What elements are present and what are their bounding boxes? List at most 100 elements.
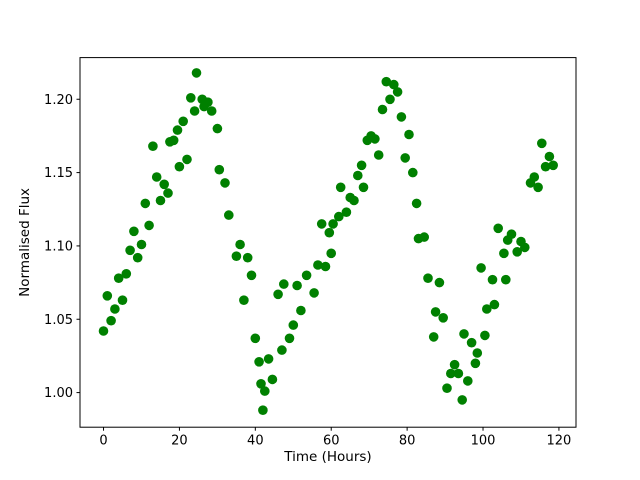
data-point	[540, 161, 551, 172]
data-point	[250, 333, 261, 344]
x-tick-label: 80	[399, 434, 416, 449]
data-point	[377, 104, 388, 115]
data-point	[501, 274, 511, 285]
plot-frame	[79, 57, 577, 428]
data-point	[423, 273, 433, 284]
data-point	[434, 277, 445, 288]
data-point	[463, 376, 473, 386]
data-point	[151, 172, 162, 182]
data-points	[98, 68, 558, 416]
x-tick-label: 40	[247, 434, 264, 449]
data-point	[277, 345, 287, 355]
data-point	[288, 320, 299, 330]
data-point	[98, 326, 109, 336]
data-point	[163, 188, 173, 198]
data-point	[396, 112, 407, 122]
data-point	[392, 87, 403, 97]
data-point	[381, 76, 392, 87]
data-point	[476, 263, 486, 273]
data-point	[472, 348, 483, 358]
data-point	[174, 161, 185, 172]
data-point	[353, 170, 363, 181]
x-axis-label: Time (Hours)	[283, 449, 371, 465]
data-point	[260, 386, 270, 396]
data-point	[449, 359, 460, 370]
data-point	[487, 274, 498, 285]
data-point	[459, 329, 469, 339]
data-point	[256, 379, 266, 389]
data-point	[155, 195, 166, 206]
data-point	[533, 182, 543, 193]
data-point	[106, 315, 116, 326]
data-point	[301, 270, 312, 281]
data-point	[470, 358, 481, 369]
data-point	[349, 195, 359, 206]
data-point	[324, 227, 335, 238]
data-point	[313, 260, 323, 270]
data-point	[438, 313, 449, 323]
data-point	[430, 307, 441, 317]
data-point	[258, 405, 268, 416]
data-point	[548, 160, 558, 171]
data-point	[117, 295, 128, 306]
data-point	[296, 305, 306, 316]
data-point	[168, 135, 179, 146]
data-point	[400, 153, 411, 163]
data-point	[273, 289, 283, 300]
data-point	[144, 220, 154, 231]
data-point	[442, 383, 452, 394]
data-point	[292, 280, 302, 291]
y-tick-label: 1.10	[44, 239, 73, 254]
data-point	[132, 252, 143, 263]
y-axis-label: Normalised Flux	[17, 188, 33, 297]
data-point	[482, 304, 492, 314]
y-tick-label: 1.15	[44, 166, 73, 181]
data-point	[129, 226, 139, 237]
data-point	[385, 94, 395, 105]
data-point	[537, 138, 547, 149]
data-point	[186, 93, 196, 103]
x-tick-label: 20	[171, 434, 188, 449]
data-point	[457, 395, 468, 405]
data-point	[102, 291, 113, 301]
data-point	[121, 269, 132, 279]
data-point	[284, 333, 295, 344]
data-point	[499, 248, 509, 259]
data-point	[334, 211, 344, 222]
data-point	[466, 337, 477, 348]
data-point	[529, 172, 540, 182]
y-tick-label: 1.05	[44, 313, 73, 328]
data-point	[113, 273, 124, 284]
data-point	[224, 210, 234, 220]
data-point	[428, 332, 439, 342]
data-point	[328, 219, 338, 229]
data-point	[267, 374, 278, 385]
data-point	[404, 129, 414, 140]
data-point	[356, 160, 367, 171]
data-point	[480, 330, 490, 341]
data-point	[136, 239, 147, 250]
data-point	[191, 68, 202, 78]
data-point	[373, 150, 384, 160]
y-tick-label: 1.00	[44, 386, 73, 401]
y-axis-ticks: 1.00 1.05 1.10 1.15 1.20	[44, 93, 80, 401]
data-point	[309, 288, 319, 298]
data-point	[189, 106, 200, 116]
data-point	[279, 279, 289, 289]
y-tick-label: 1.20	[44, 93, 73, 108]
data-point	[235, 239, 245, 250]
data-point	[110, 304, 120, 314]
data-point	[453, 368, 464, 379]
data-point	[212, 123, 223, 134]
data-point	[544, 151, 555, 162]
data-point	[326, 248, 337, 259]
x-tick-label: 0	[99, 434, 107, 449]
data-point	[493, 223, 504, 234]
data-point	[320, 261, 331, 272]
data-point	[512, 247, 522, 257]
data-point	[203, 97, 213, 107]
data-point	[206, 106, 217, 116]
data-point	[316, 219, 327, 229]
